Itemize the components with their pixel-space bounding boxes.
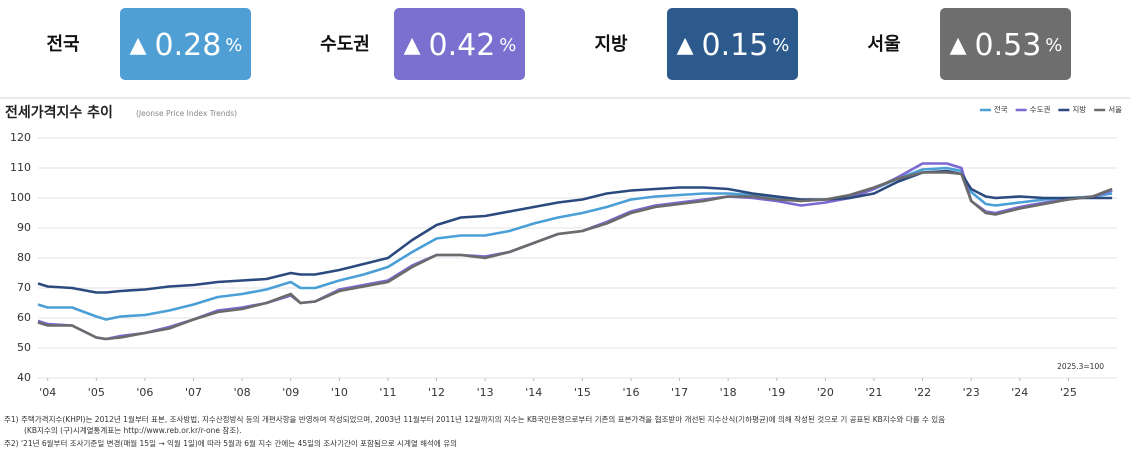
x-tick-label: '12 (428, 386, 445, 399)
summary-box (120, 8, 251, 80)
summary-part: % (1045, 35, 1062, 56)
region-label: 서울 (867, 34, 900, 55)
x-tick-label: '25 (1060, 386, 1077, 399)
summary-part: ▲ (677, 33, 694, 58)
x-tick-label: '20 (817, 386, 834, 399)
x-tick-label: '09 (282, 386, 299, 399)
summary-part: 0.15 (702, 28, 769, 63)
series-line (37, 166, 1113, 321)
summary-part: % (225, 35, 242, 56)
x-tick-label: '24 (1011, 386, 1028, 399)
x-tick-label: '14 (525, 386, 542, 399)
annotation: 2025.3=100 (1057, 362, 1104, 371)
x-tick-label: '21 (865, 386, 882, 399)
summary-value: ▲ 0.53% (950, 28, 1063, 63)
summary-part: 0.42 (429, 28, 496, 63)
region-label: 지방 (594, 34, 628, 55)
summary-box (667, 8, 798, 80)
legend-label: 전국 (994, 104, 1008, 114)
x-tick-label: '22 (914, 386, 931, 399)
x-tick-label: '19 (768, 386, 785, 399)
summary-part: ▲ (130, 33, 147, 58)
summary-part: ▲ (950, 33, 967, 58)
x-tick-label: '11 (379, 386, 396, 399)
series-line (37, 162, 1113, 341)
region-label: 전국 (46, 34, 79, 55)
summary-box (394, 8, 525, 80)
legend-label: 지방 (1072, 104, 1086, 114)
x-tick-label: '06 (136, 386, 153, 399)
region-label: 수도권 (320, 34, 370, 55)
y-tick-label: 120 (10, 131, 31, 144)
y-tick-label: 100 (10, 191, 31, 204)
footnote: (KB지수의 (구)시계열통계표는 http://www.reb.or.kr/r… (24, 425, 241, 435)
x-tick-label: '04 (39, 386, 56, 399)
x-tick-label: '07 (185, 386, 202, 399)
x-tick-label: '10 (331, 386, 348, 399)
summary-box (940, 8, 1071, 80)
y-tick-label: 70 (17, 281, 31, 294)
chart-subtitle: (Jeonse Price Index Trends) (136, 109, 237, 118)
x-tick-label: '15 (574, 386, 591, 399)
chart-title: 전세가격지수 추이 (5, 104, 113, 121)
summary-part: 0.28 (155, 28, 222, 63)
summary-part: 0.53 (975, 28, 1042, 63)
y-tick-label: 50 (17, 341, 31, 354)
summary-value: ▲ 0.15% (677, 28, 790, 63)
series-line (37, 171, 1113, 341)
x-tick-label: '18 (720, 386, 737, 399)
y-tick-label: 90 (17, 221, 31, 234)
legend-label: 서울 (1108, 105, 1122, 114)
summary-value: ▲ 0.28% (130, 28, 243, 63)
x-tick-label: '16 (622, 386, 639, 399)
y-tick-label: 40 (17, 371, 31, 384)
y-tick-label: 80 (17, 251, 31, 264)
summary-value: ▲ 0.42% (404, 28, 517, 63)
footnote: 주1) 주택가격지수(KHPI)는 2012년 1월부터 표본, 조사방법, 지… (4, 414, 945, 424)
summary-part: % (772, 35, 789, 56)
x-tick-label: '05 (88, 386, 105, 399)
x-tick-label: '17 (671, 386, 688, 399)
legend-label: 수도권 (1030, 105, 1051, 114)
summary-part: % (499, 35, 516, 56)
x-tick-label: '23 (963, 386, 980, 399)
x-tick-label: '13 (477, 386, 494, 399)
y-tick-label: 110 (10, 161, 31, 174)
footnote: 주2) '21년 6월부터 조사기준일 변경(매월 15일 → 익월 1일)에 … (4, 438, 457, 448)
x-tick-label: '08 (234, 386, 251, 399)
summary-part: ▲ (404, 33, 421, 58)
y-tick-label: 60 (17, 311, 31, 324)
